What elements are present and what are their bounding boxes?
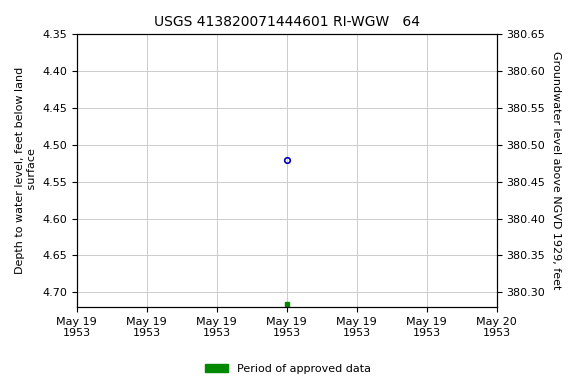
Y-axis label: Depth to water level, feet below land
 surface: Depth to water level, feet below land su… [15, 67, 37, 274]
Y-axis label: Groundwater level above NGVD 1929, feet: Groundwater level above NGVD 1929, feet [551, 51, 561, 290]
Title: USGS 413820071444601 RI-WGW   64: USGS 413820071444601 RI-WGW 64 [154, 15, 420, 29]
Legend: Period of approved data: Period of approved data [201, 359, 375, 379]
